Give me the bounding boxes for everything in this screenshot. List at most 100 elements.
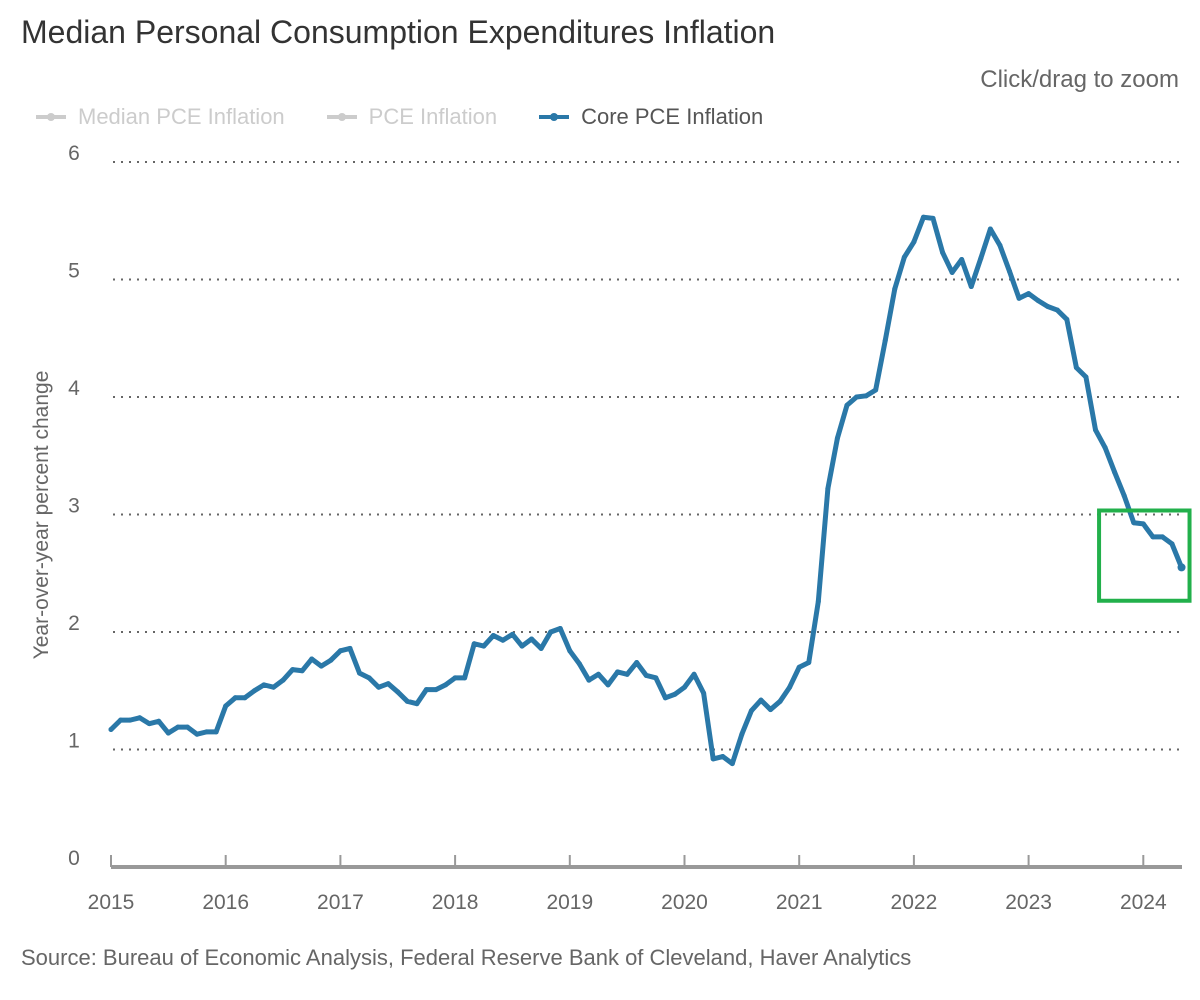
data-point <box>548 629 554 635</box>
data-point <box>280 677 286 683</box>
data-point <box>968 284 974 290</box>
data-point <box>1121 493 1127 499</box>
data-point <box>423 687 429 693</box>
data-point <box>165 730 171 736</box>
data-point <box>796 664 802 670</box>
data-point <box>328 657 334 663</box>
x-axis: 2015 2016 2017 2018 2019 2020 2021 2022 2023 2024 <box>88 855 1182 914</box>
data-point <box>1177 563 1186 572</box>
data-point <box>194 731 200 737</box>
y-tick-label: 3 <box>68 495 80 518</box>
data-point <box>825 486 831 492</box>
data-point <box>720 754 726 760</box>
x-tick-label: 2023 <box>1005 891 1052 914</box>
data-point <box>595 671 601 677</box>
legend-line-icon <box>36 113 66 121</box>
data-point <box>557 625 563 631</box>
y-tick-label: 5 <box>68 260 80 283</box>
data-point <box>395 689 401 695</box>
data-point <box>882 338 888 344</box>
data-point <box>1150 534 1156 540</box>
legend-item-core-pce[interactable]: Core PCE Inflation <box>539 104 763 130</box>
data-point <box>892 286 898 292</box>
data-point <box>500 637 506 643</box>
data-point <box>1006 268 1012 274</box>
x-tick-label: 2020 <box>661 891 708 914</box>
data-point <box>519 643 525 649</box>
data-point <box>242 695 248 701</box>
legend-label: PCE Inflation <box>368 104 498 129</box>
data-point <box>806 660 812 666</box>
data-point <box>385 681 391 687</box>
data-point <box>1102 445 1108 451</box>
data-point <box>634 660 640 666</box>
data-point <box>127 717 133 723</box>
data-point <box>662 695 668 701</box>
data-point <box>1112 469 1118 475</box>
source-note: Source: Bureau of Economic Analysis, Fed… <box>21 945 912 970</box>
data-point <box>337 648 343 654</box>
legend-item-pce[interactable]: PCE Inflation <box>326 104 498 130</box>
data-point <box>529 636 535 642</box>
series-core-pce <box>108 214 1186 767</box>
data-point <box>1093 427 1099 433</box>
data-point <box>615 669 621 675</box>
legend-label: Median PCE Inflation <box>78 104 285 129</box>
data-point <box>251 688 257 694</box>
data-point <box>739 731 745 737</box>
data-point <box>586 677 592 683</box>
data-point <box>1131 520 1137 526</box>
data-point <box>357 670 363 676</box>
data-point <box>949 269 955 275</box>
x-tick-label: 2017 <box>317 891 364 914</box>
data-point <box>156 718 162 724</box>
data-point <box>118 717 124 723</box>
x-tick-label: 2022 <box>891 891 938 914</box>
legend-item-median-pce[interactable]: Median PCE Inflation <box>36 104 285 130</box>
data-point <box>682 684 687 690</box>
data-point <box>481 643 487 649</box>
data-point <box>901 254 907 260</box>
y-tick-label: 6 <box>68 142 80 165</box>
data-point <box>930 215 936 221</box>
data-point <box>347 645 353 651</box>
data-point <box>1083 374 1089 380</box>
data-point <box>1054 307 1060 313</box>
y-tick-label: 0 <box>68 847 80 870</box>
legend-line-icon <box>326 113 357 121</box>
highlight-box <box>1097 508 1192 603</box>
data-point <box>643 672 649 678</box>
data-point <box>366 675 372 681</box>
data-point <box>863 393 869 399</box>
legend-line-icon <box>539 113 570 121</box>
data-point <box>768 707 774 713</box>
data-point <box>710 756 716 762</box>
data-point <box>1016 295 1022 301</box>
data-point <box>462 675 468 681</box>
data-point <box>758 697 764 703</box>
data-point <box>471 641 477 647</box>
data-point <box>404 698 410 704</box>
chart-title: Median Personal Consumption Expenditures… <box>21 14 776 50</box>
data-point <box>844 402 850 408</box>
data-point <box>748 708 754 714</box>
data-point <box>261 682 267 688</box>
data-point <box>299 668 305 674</box>
data-point <box>987 226 993 232</box>
gridlines <box>113 161 1182 751</box>
y-tick-label: 1 <box>68 730 80 753</box>
data-point <box>290 667 296 673</box>
data-point <box>433 687 439 693</box>
data-point <box>452 675 458 681</box>
data-point <box>213 729 219 735</box>
data-point <box>1073 365 1079 371</box>
y-axis: 0 1 2 3 4 5 6 <box>68 142 80 870</box>
x-tick-label: 2018 <box>432 891 479 914</box>
data-point <box>978 255 984 261</box>
y-tick-label: 2 <box>68 612 80 635</box>
data-point <box>509 631 515 637</box>
data-point <box>787 684 793 690</box>
data-point <box>691 671 697 677</box>
data-point <box>538 645 544 651</box>
